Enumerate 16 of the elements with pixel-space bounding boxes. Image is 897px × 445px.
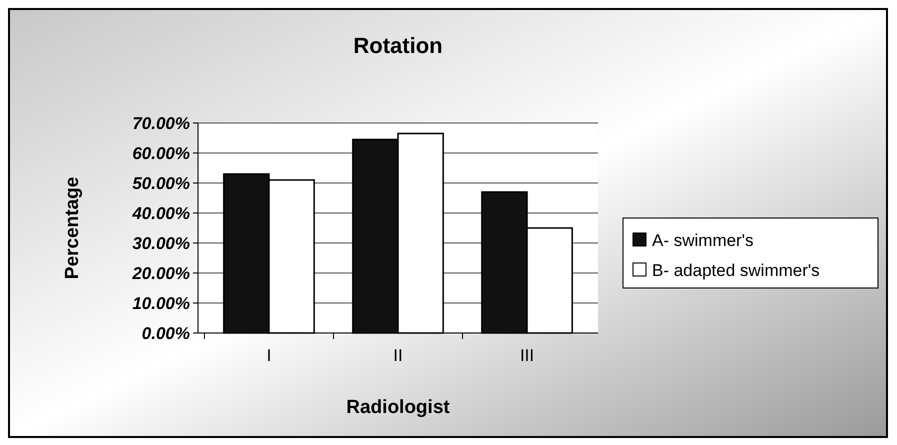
y-tick-label: 20.00% — [131, 264, 190, 283]
y-tick-label: 10.00% — [132, 294, 190, 313]
chart-title: Rotation — [353, 33, 443, 58]
y-tick-label: 50.00% — [132, 174, 190, 193]
y-tick-label: 60.00% — [132, 144, 190, 163]
y-tick-label: 70.00% — [132, 114, 190, 133]
y-tick-label: 40.00% — [131, 204, 190, 223]
x-axis-title: Radiologist — [346, 397, 450, 418]
y-axis-title: Percentage — [62, 176, 83, 280]
legend-label: A- swimmer's — [652, 230, 754, 250]
x-tick-label: I — [266, 346, 272, 365]
x-tick-label: II — [393, 346, 403, 365]
y-tick-label: 0.00% — [142, 324, 190, 343]
legend-label: B- adapted swimmer's — [652, 260, 820, 280]
x-tick-label: III — [520, 346, 534, 365]
y-tick-label: 30.00% — [132, 234, 190, 253]
